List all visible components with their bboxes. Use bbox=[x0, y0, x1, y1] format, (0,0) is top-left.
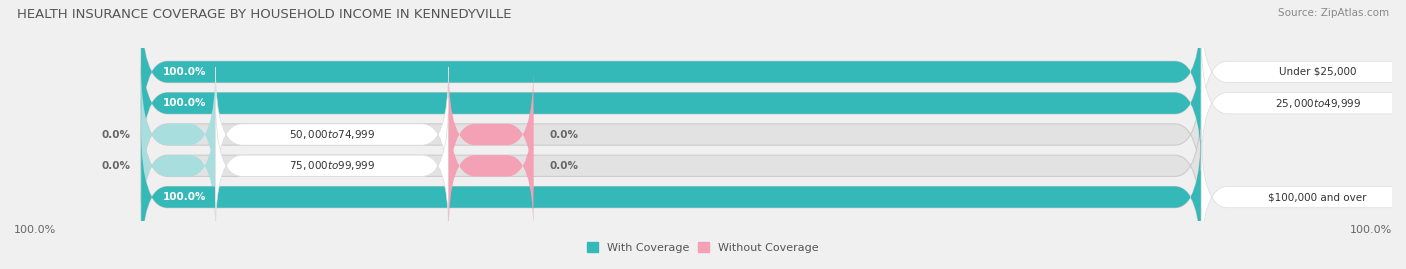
Text: $50,000 to $74,999: $50,000 to $74,999 bbox=[288, 128, 375, 141]
FancyBboxPatch shape bbox=[449, 67, 533, 202]
FancyBboxPatch shape bbox=[215, 98, 449, 233]
FancyBboxPatch shape bbox=[1201, 36, 1406, 171]
Text: 0.0%: 0.0% bbox=[550, 161, 578, 171]
FancyBboxPatch shape bbox=[141, 4, 1201, 140]
FancyBboxPatch shape bbox=[1201, 129, 1406, 265]
FancyBboxPatch shape bbox=[141, 36, 1201, 171]
FancyBboxPatch shape bbox=[141, 129, 1201, 265]
FancyBboxPatch shape bbox=[141, 98, 1201, 233]
FancyBboxPatch shape bbox=[1201, 4, 1406, 140]
FancyBboxPatch shape bbox=[141, 67, 215, 202]
Text: Source: ZipAtlas.com: Source: ZipAtlas.com bbox=[1278, 8, 1389, 18]
FancyBboxPatch shape bbox=[449, 98, 533, 233]
Text: 0.0%: 0.0% bbox=[101, 161, 131, 171]
Legend: With Coverage, Without Coverage: With Coverage, Without Coverage bbox=[588, 242, 818, 253]
FancyBboxPatch shape bbox=[141, 98, 215, 233]
Text: $100,000 and over: $100,000 and over bbox=[1268, 192, 1367, 202]
FancyBboxPatch shape bbox=[141, 36, 1201, 171]
Text: 0.0%: 0.0% bbox=[101, 129, 131, 140]
FancyBboxPatch shape bbox=[141, 4, 1201, 140]
FancyBboxPatch shape bbox=[141, 129, 1201, 265]
Text: 100.0%: 100.0% bbox=[1350, 225, 1392, 235]
FancyBboxPatch shape bbox=[141, 67, 1201, 202]
Text: 100.0%: 100.0% bbox=[163, 67, 205, 77]
Text: 100.0%: 100.0% bbox=[14, 225, 56, 235]
Text: $75,000 to $99,999: $75,000 to $99,999 bbox=[288, 159, 375, 172]
Text: 0.0%: 0.0% bbox=[550, 129, 578, 140]
Text: HEALTH INSURANCE COVERAGE BY HOUSEHOLD INCOME IN KENNEDYVILLE: HEALTH INSURANCE COVERAGE BY HOUSEHOLD I… bbox=[17, 8, 512, 21]
Text: 100.0%: 100.0% bbox=[163, 98, 205, 108]
FancyBboxPatch shape bbox=[215, 67, 449, 202]
Text: Under $25,000: Under $25,000 bbox=[1279, 67, 1357, 77]
Text: $25,000 to $49,999: $25,000 to $49,999 bbox=[1275, 97, 1361, 110]
Text: 100.0%: 100.0% bbox=[163, 192, 205, 202]
